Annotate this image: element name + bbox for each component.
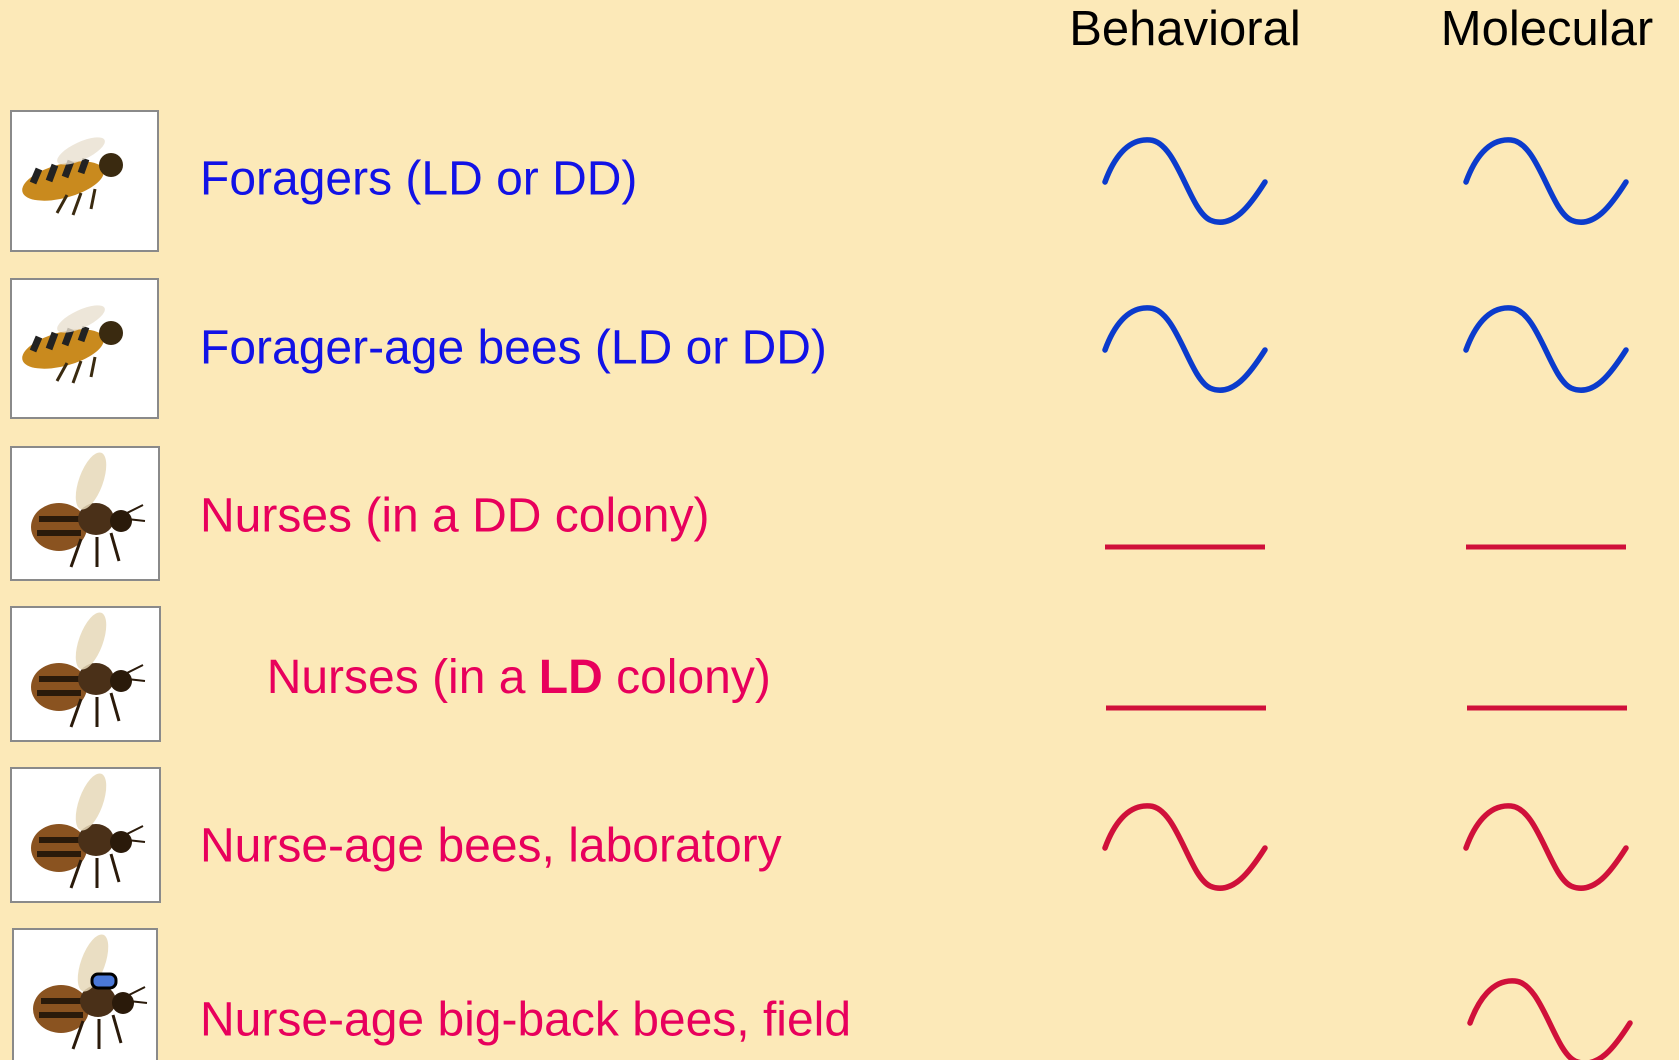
column-header: Behavioral xyxy=(1069,2,1301,56)
rhythm-wave xyxy=(1105,806,1265,888)
row-label: Nurses (in a LD colony) xyxy=(200,651,811,704)
row-label: Foragers (LD or DD) xyxy=(200,153,637,206)
row-label: Nurse-age bees, laboratory xyxy=(200,820,782,873)
label-part: colony) xyxy=(603,651,771,704)
row-label: Nurse-age big-back bees, field xyxy=(200,994,851,1047)
rhythm-wave xyxy=(1105,140,1265,222)
column-header: Molecular xyxy=(1441,2,1653,56)
bee-photo xyxy=(10,607,161,742)
bee-photo xyxy=(10,447,160,581)
rhythm-wave xyxy=(1105,308,1265,390)
bee-photo xyxy=(10,110,159,252)
label-part-bold: LD xyxy=(539,651,603,704)
label-part: Nurses (in a xyxy=(267,651,539,704)
bee-photo xyxy=(10,278,159,419)
rhythm-wave xyxy=(1466,308,1626,390)
rhythm-wave xyxy=(1466,140,1626,222)
rhythm-wave xyxy=(1470,981,1630,1060)
row-label: Nurses (in a DD colony) xyxy=(200,490,709,543)
rhythm-wave xyxy=(1466,806,1626,888)
row-label: Forager-age bees (LD or DD) xyxy=(200,322,827,375)
bee-photo xyxy=(12,929,158,1060)
bee-photo xyxy=(10,768,161,903)
